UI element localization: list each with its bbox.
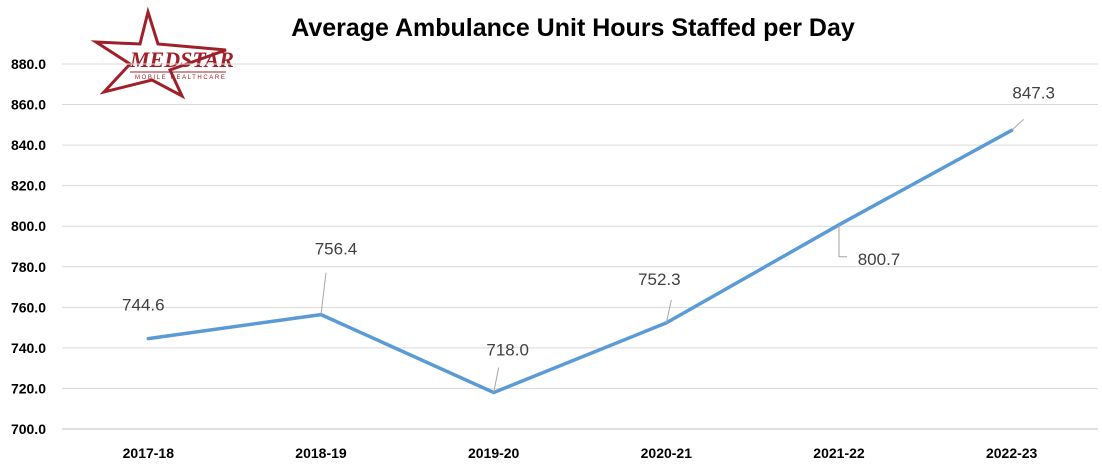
series-line [146, 128, 1014, 395]
gridlines [62, 63, 1098, 430]
data-label: 756.4 [315, 240, 358, 259]
data-label: 718.0 [486, 341, 529, 360]
logo-wordmark: MEDSTAR [129, 47, 234, 72]
logo-subtitle: MOBILE HEALTHCARE [135, 75, 226, 81]
leader-line [1011, 118, 1025, 131]
x-tick-label: 2018-19 [295, 445, 347, 461]
y-axis-ticks: 700.0 720.0 740.0 760.0 780.0 800.0 820.0 840.0… [11, 56, 46, 437]
y-tick-label: 720.0 [11, 380, 46, 396]
y-tick-label: 860.0 [11, 97, 46, 113]
x-tick-label: 2019-20 [468, 445, 520, 461]
data-labels: 744.6 756.4 718.0 752.3 800.7 847.3 [122, 83, 1055, 393]
x-tick-label: 2022-23 [986, 445, 1038, 461]
data-label: 800.7 [858, 250, 901, 269]
y-tick-label: 740.0 [11, 340, 46, 356]
y-tick-label: 700.0 [11, 421, 46, 437]
data-label: 847.3 [1012, 83, 1055, 102]
x-tick-label: 2017-18 [123, 445, 175, 461]
x-tick-label: 2020-21 [641, 445, 693, 461]
y-tick-label: 880.0 [11, 56, 46, 72]
leader-line [493, 367, 500, 393]
leader-line [665, 299, 672, 324]
data-point [147, 338, 149, 340]
leader-line [320, 272, 327, 315]
medstar-logo: MEDSTAR MOBILE HEALTHCARE [90, 6, 234, 100]
leader-line [838, 224, 847, 258]
x-tick-label: 2021-22 [813, 445, 865, 461]
y-tick-label: 760.0 [11, 299, 46, 315]
data-label: 744.6 [122, 296, 165, 315]
y-tick-label: 800.0 [11, 218, 46, 234]
y-tick-label: 780.0 [11, 259, 46, 275]
y-tick-label: 820.0 [11, 178, 46, 194]
data-label: 752.3 [638, 270, 681, 289]
x-axis-ticks: 2017-18 2018-19 2019-20 2020-21 2021-22 2022-… [123, 445, 1038, 461]
chart-title: Average Ambulance Unit Hours Staffed per… [291, 14, 855, 42]
y-tick-label: 840.0 [11, 137, 46, 153]
star-logo-icon [90, 6, 227, 100]
